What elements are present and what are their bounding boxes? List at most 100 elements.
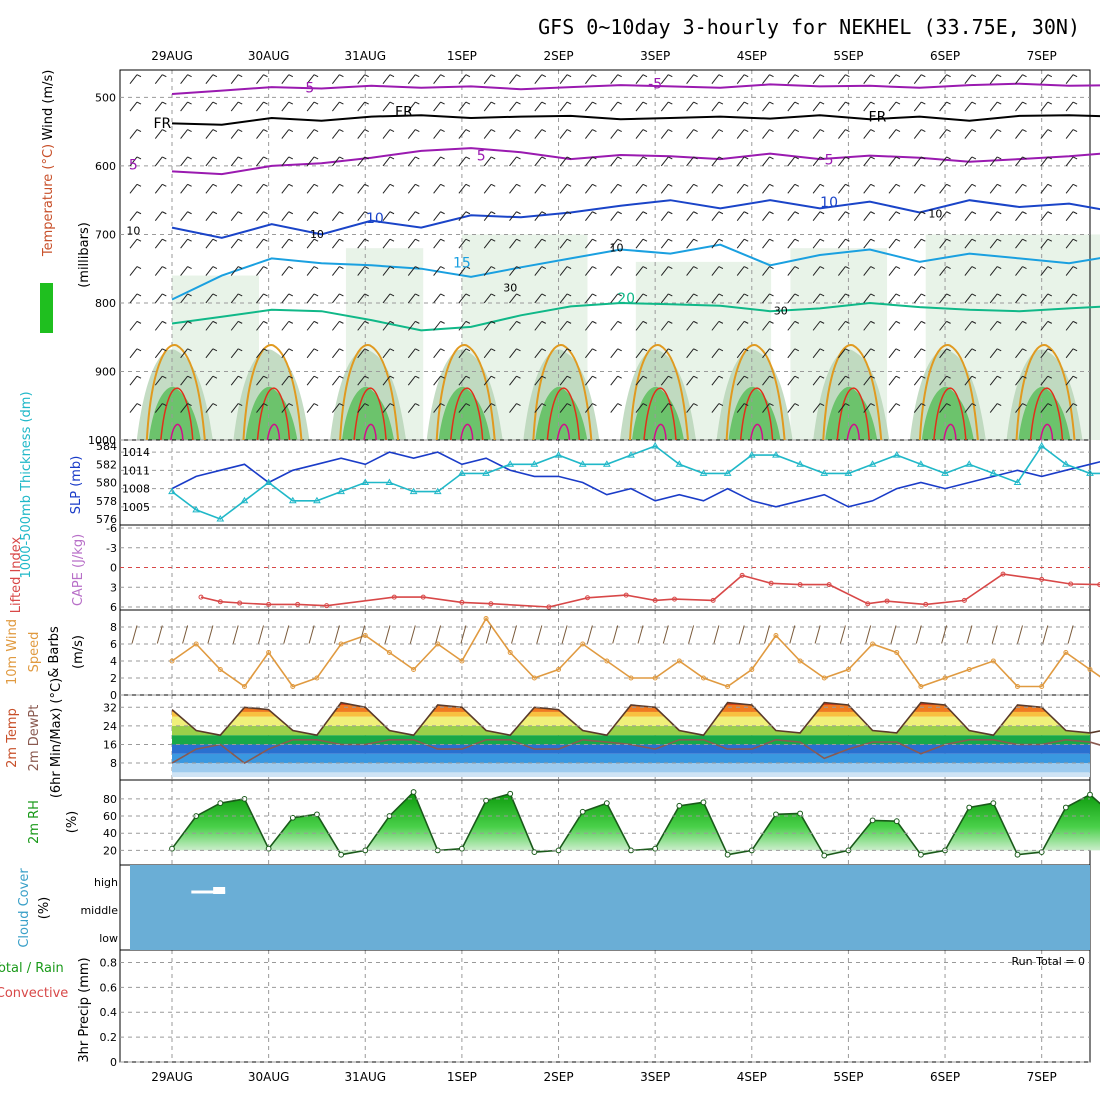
rh-marker — [966, 804, 973, 811]
wind10m-barb — [182, 625, 189, 644]
thickness-marker — [1061, 460, 1070, 467]
wind-barb — [1065, 321, 1074, 331]
tick-temp: 24 — [103, 720, 117, 733]
thickness-marker — [965, 460, 974, 467]
wind-barb-flag — [971, 266, 977, 270]
wind-barb — [888, 321, 897, 331]
wind10m-barb — [511, 625, 517, 644]
thickness-marker — [892, 451, 901, 458]
wind-barb-flag — [415, 238, 420, 242]
wind-barb — [458, 101, 467, 112]
wind-barb-flag — [288, 183, 294, 187]
wind-barb-flag — [693, 211, 698, 215]
li-marker — [884, 598, 890, 604]
wind-barb — [332, 403, 340, 413]
wind-barb-flag — [313, 101, 319, 105]
wind10m-barb — [839, 625, 846, 644]
thickness-marker — [385, 478, 394, 485]
wind-barb-flag — [946, 101, 951, 105]
wind-barb — [407, 129, 416, 139]
wind-barb — [559, 211, 568, 222]
wind-barb-flag — [415, 375, 420, 379]
wind-barb — [1015, 238, 1023, 249]
wind-barb-flag — [845, 266, 850, 270]
wind-barb-flag — [541, 101, 547, 105]
wind-barb-flag — [592, 238, 597, 242]
wind-barb — [281, 211, 290, 222]
wind-barb — [838, 129, 846, 139]
wind-barb — [863, 238, 872, 249]
wind-barb — [660, 238, 669, 249]
date-label-bottom: 6SEP — [930, 1070, 960, 1084]
warm-contour — [145, 344, 206, 441]
wind10m-barb — [232, 625, 239, 644]
wind-barb — [382, 74, 391, 85]
wind10m-barb — [662, 625, 669, 644]
wind-barb-flag — [693, 156, 698, 160]
wind-barb — [407, 321, 416, 331]
wind-barb — [1015, 129, 1023, 139]
wind10m-barb — [991, 625, 998, 644]
wind-barb-flag — [845, 375, 850, 379]
wind-barb — [534, 211, 543, 222]
wind-barb-flag — [136, 320, 142, 324]
wind-barb-flag — [743, 211, 749, 215]
hot-contour — [933, 387, 967, 441]
wind-barb — [686, 156, 694, 167]
cape-ylabel: CAPE (J/kg) — [71, 534, 86, 606]
wind-barb-flag — [921, 348, 926, 352]
thickness-marker — [482, 469, 490, 476]
tick-li: -3 — [106, 542, 117, 555]
wind-barb-flag — [1072, 156, 1078, 160]
wind-barb-flag — [465, 238, 471, 242]
wind-marker — [628, 675, 634, 681]
wind-barb-flag — [642, 320, 648, 324]
wind-barb — [230, 293, 239, 304]
warm-contour — [822, 344, 883, 441]
wind-barb — [458, 74, 467, 85]
wind-barb-flag — [465, 74, 471, 78]
tick-rh: 20 — [103, 844, 117, 857]
wind-barb-flag — [845, 403, 850, 407]
wind-barb-flag — [870, 211, 875, 215]
wind-barb — [838, 403, 846, 413]
wind-barb-flag — [566, 238, 572, 242]
wind-barb-flag — [971, 211, 977, 215]
wind-ylabel-3: & Barbs — [47, 626, 62, 678]
wind-barb — [1065, 184, 1074, 194]
wind-barb-flag — [718, 375, 724, 379]
wind-barb — [762, 348, 770, 359]
tick-temp: 16 — [103, 738, 117, 751]
wind-barb — [660, 101, 669, 112]
wind-barb — [382, 293, 391, 304]
wind-barb-flag — [946, 238, 951, 242]
wind-barb — [736, 129, 745, 139]
wind-barb — [888, 375, 897, 386]
wind-barb — [180, 74, 188, 85]
wind-barb — [964, 293, 973, 304]
wind-marker — [821, 675, 827, 681]
wind-barb — [230, 375, 239, 386]
wind-barb — [154, 74, 163, 85]
li-marker — [826, 582, 832, 588]
wind-barb-flag — [541, 211, 547, 215]
wind-barb-flag — [946, 156, 951, 160]
wind-barb-flag — [693, 101, 698, 105]
thickness-marker — [192, 505, 201, 513]
wind-barb — [1040, 266, 1049, 276]
hot-contour — [256, 387, 291, 441]
wind-barb-flag — [895, 348, 901, 352]
tick-wind: 0 — [110, 689, 117, 702]
wind-barb-flag — [389, 403, 395, 407]
wind-barb — [686, 375, 694, 386]
wind-barb-flag — [566, 211, 572, 215]
li-marker — [1068, 581, 1074, 587]
rh-marker — [314, 811, 320, 818]
wind-marker — [990, 658, 996, 664]
wind-barb — [585, 156, 593, 167]
wind-barb-flag — [237, 238, 243, 242]
li-marker — [266, 601, 272, 607]
wind-barb-flag — [617, 375, 622, 379]
rh-marker — [289, 814, 296, 821]
wind-barb-flag — [592, 266, 597, 270]
